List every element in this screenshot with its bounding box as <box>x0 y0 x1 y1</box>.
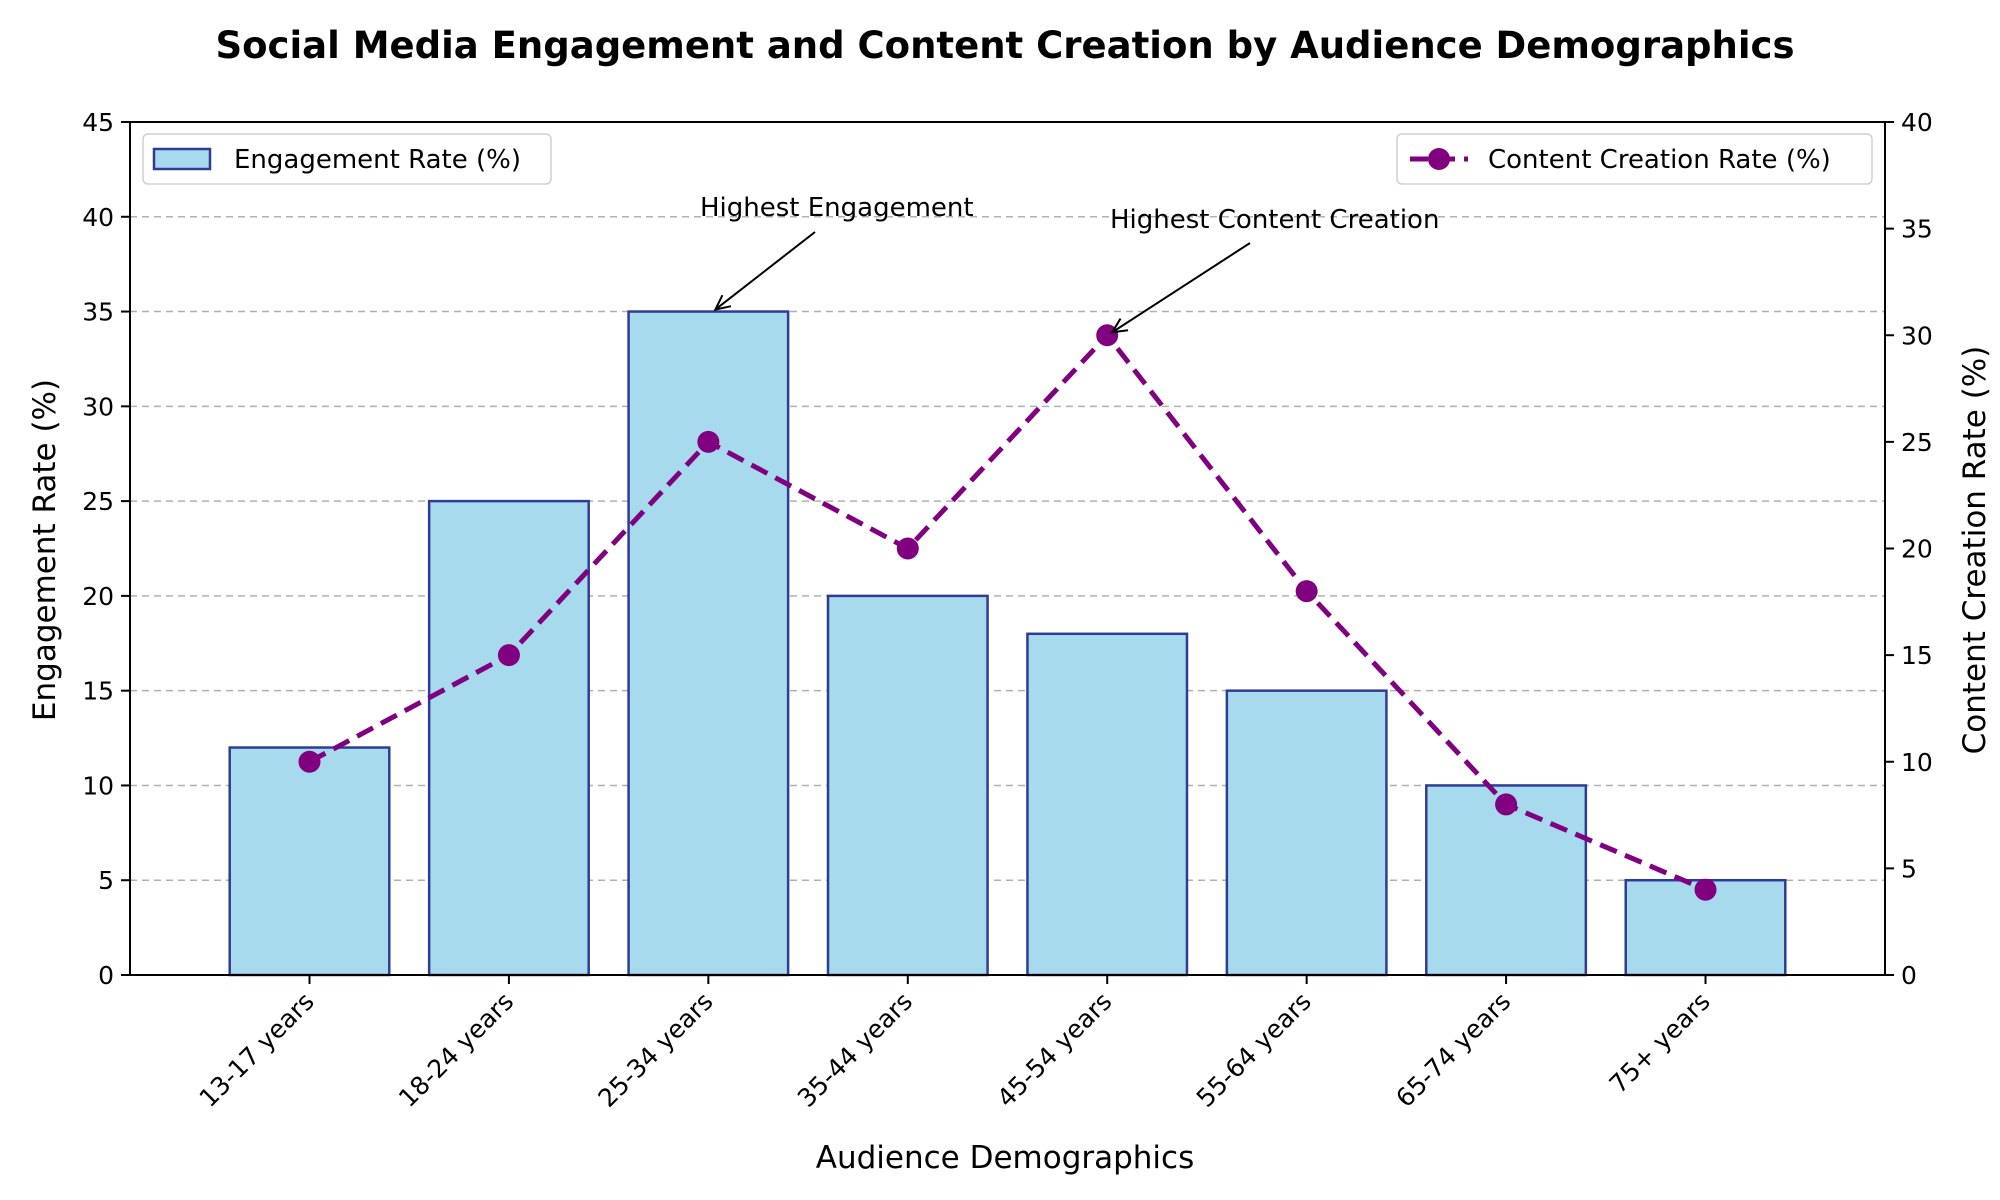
bar-25-34-years <box>627 310 790 977</box>
y-tick-label: 10 <box>82 771 114 800</box>
y2-tick-label: 40 <box>1901 108 1933 137</box>
content-creation-point <box>896 537 919 560</box>
legend-box-right <box>1396 133 1873 185</box>
legend-swatch-marker <box>1428 148 1450 170</box>
x-tick-label: 35-44 years <box>792 987 918 1113</box>
y2-tick-label: 20 <box>1901 535 1933 564</box>
x-axis-label: Audience Demographics <box>816 1140 1195 1176</box>
grid-layer <box>130 121 1885 881</box>
y2-tick-label: 25 <box>1901 428 1933 457</box>
y-tick-label: 15 <box>82 677 114 706</box>
annotation-arrowhead <box>713 294 732 311</box>
annotation-label: Highest Content Creation <box>1110 205 1439 235</box>
legend-box-left <box>142 133 552 185</box>
y2-tick-label: 35 <box>1901 215 1933 244</box>
y-tick-label: 5 <box>98 866 114 895</box>
content-creation-line <box>308 332 1707 892</box>
legend-label-content-creation: Content Creation Rate (%) <box>1488 145 1831 175</box>
axes-layer <box>129 121 1886 976</box>
annotation-arrow <box>714 231 816 311</box>
legends-layer: Engagement Rate (%) Content Creation Rate… <box>142 133 1873 185</box>
content-creation-point <box>697 430 720 453</box>
content-creation-point <box>1694 878 1717 901</box>
legend-label-engagement: Engagement Rate (%) <box>234 145 521 175</box>
annotation-label: Highest Engagement <box>700 193 974 223</box>
annotation-arrowhead <box>1110 318 1129 334</box>
y2-axis-label: Content Creation Rate (%) <box>1957 346 1993 755</box>
y-tick-label: 0 <box>98 961 114 990</box>
x-tick-label: 13-17 years <box>194 987 320 1113</box>
content-creation-point <box>1495 793 1518 816</box>
annotations-layer: Highest Engagement Highest Content Creati… <box>700 193 1439 334</box>
y2-tick-label: 0 <box>1901 961 1917 990</box>
bars-layer <box>228 310 1787 977</box>
y2-tick-label: 30 <box>1901 321 1933 350</box>
bar-13-17-years <box>228 746 391 977</box>
content-creation-point <box>1295 580 1318 603</box>
y-tick-label: 20 <box>82 582 114 611</box>
x-tick-label: 75+ years <box>1604 987 1716 1099</box>
y-tick-label: 45 <box>82 108 114 137</box>
x-tick-label: 18-24 years <box>393 987 519 1113</box>
y2-tick-label: 5 <box>1901 854 1917 883</box>
bar-18-24-years <box>427 499 590 977</box>
content-creation-point <box>497 644 520 667</box>
bar-45-54-years <box>1026 632 1189 977</box>
y2-tick-label: 10 <box>1901 748 1933 777</box>
y2-tick-label: 15 <box>1901 641 1933 670</box>
legend-swatch-bar <box>152 147 212 171</box>
x-tick-label: 45-54 years <box>991 987 1117 1113</box>
x-tick-label: 25-34 years <box>592 987 718 1113</box>
chart-title: Social Media Engagement and Content Crea… <box>215 24 1794 67</box>
bar-35-44-years <box>826 594 989 977</box>
x-tick-label: 65-74 years <box>1390 987 1516 1113</box>
y-tick-label: 30 <box>82 392 114 421</box>
annotation-arrow <box>1111 242 1251 334</box>
bar-55-64-years <box>1225 689 1388 977</box>
y-tick-label: 40 <box>82 203 114 232</box>
x-tick-label: 55-64 years <box>1191 987 1317 1113</box>
line-layer <box>308 332 1707 892</box>
y-tick-label: 35 <box>82 298 114 327</box>
y-tick-label: 25 <box>82 487 114 516</box>
y-axis-label: Engagement Rate (%) <box>27 379 63 721</box>
content-creation-point <box>298 750 321 773</box>
